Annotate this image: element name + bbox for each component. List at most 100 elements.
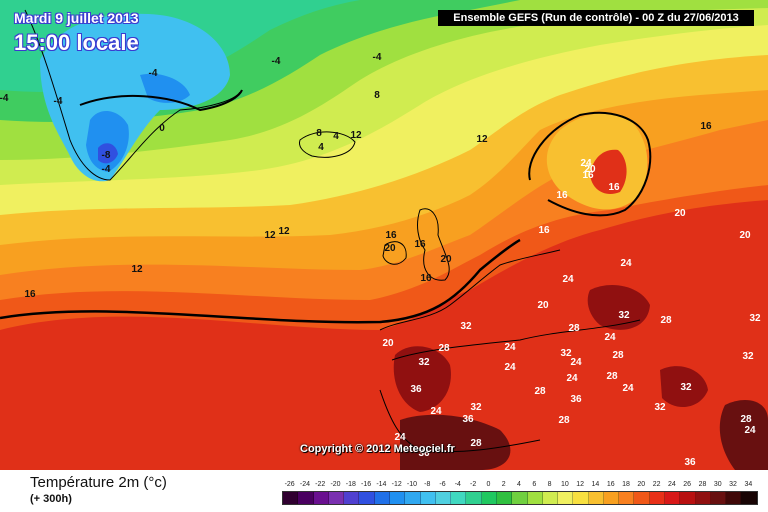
scale-swatch (481, 492, 497, 504)
temperature-value-label: 32 (560, 348, 572, 359)
temperature-value-label: 28 (740, 414, 752, 425)
scale-swatch (741, 492, 757, 504)
temperature-value-label: 20 (739, 230, 751, 241)
temperature-value-label: 20 (584, 164, 596, 175)
temperature-value-label: 24 (570, 357, 582, 368)
scale-value-label: 0 (486, 481, 491, 488)
scale-value-label: 6 (532, 481, 537, 488)
scale-value-label: 14 (591, 481, 600, 488)
temperature-value-label: -4 (54, 96, 63, 107)
temperature-value-label: -4 (149, 68, 158, 79)
scale-value-label: 20 (637, 481, 646, 488)
temperature-value-label: 20 (382, 338, 394, 349)
temperature-value-label: -4 (373, 52, 382, 63)
forecast-local-time: 15:00 locale (14, 30, 139, 55)
scale-swatch (710, 492, 727, 504)
scale-value-label: 28 (698, 481, 707, 488)
greenland-coldest (98, 143, 118, 164)
temperature-value-label: 20 (384, 243, 396, 254)
temperature-value-label: 4 (318, 142, 324, 153)
forecast-date: Mardi 9 juillet 2013 (14, 10, 139, 26)
temperature-value-label: -4 (102, 164, 111, 175)
scale-value-label: -20 (330, 481, 341, 488)
coastline-scandinavia (528, 111, 652, 217)
scale-value-label: 24 (667, 481, 676, 488)
temperature-value-label: 32 (618, 310, 630, 321)
temperature-value-label: 24 (430, 406, 442, 417)
copyright-notice: Copyright © 2012 Meteociel.fr (300, 443, 455, 455)
temperature-value-label: 28 (606, 371, 618, 382)
temperature-value-label: 36 (684, 457, 696, 468)
coastline-iceland (299, 131, 356, 158)
scale-swatch (665, 492, 681, 504)
scale-swatch (451, 492, 467, 504)
scale-swatch (619, 492, 635, 504)
temperature-value-label: 24 (744, 425, 756, 436)
temperature-value-label: 28 (660, 315, 672, 326)
legend-forecast-hour: (+ 300h) (30, 493, 72, 505)
temperature-value-label: 32 (460, 321, 472, 332)
temperature-value-label: 8 (374, 90, 380, 101)
temperature-value-label: 28 (612, 350, 624, 361)
scale-swatch (542, 492, 559, 504)
temperature-value-label: 36 (570, 394, 582, 405)
scale-swatch (359, 492, 375, 504)
hot-spot-far-east (719, 400, 768, 470)
scale-swatch (420, 492, 436, 504)
scale-swatch (588, 492, 604, 504)
scale-swatch (680, 492, 696, 504)
coastline-europe (379, 249, 641, 361)
scale-swatch (435, 492, 452, 504)
temperature-value-label: 32 (749, 313, 761, 324)
temperature-value-label: 32 (470, 402, 482, 413)
scale-value-label: 10 (560, 481, 569, 488)
temperature-value-label: 24 (504, 342, 516, 353)
scale-value-label: -24 (299, 481, 310, 488)
temperature-value-label: 0 (159, 123, 165, 134)
hot-spot-iberia (393, 346, 451, 412)
hot-spot-central (587, 285, 650, 330)
color-scale-bar (282, 491, 758, 505)
scale-value-label: 18 (622, 481, 630, 488)
temperature-value-label: 20 (674, 208, 686, 219)
scale-swatch (634, 492, 650, 504)
scale-swatch (695, 492, 711, 504)
temperature-value-label: 32 (654, 402, 666, 413)
temperature-value-label: 28 (438, 343, 450, 354)
scale-value-label: 32 (729, 481, 737, 488)
temperature-value-label: -4 (0, 93, 9, 104)
scale-swatch (344, 492, 360, 504)
scale-value-label: -26 (284, 481, 295, 488)
hot-spot-east (660, 366, 708, 408)
scale-swatch (405, 492, 421, 504)
scale-swatch (558, 492, 574, 504)
scale-value-label: 26 (683, 481, 692, 488)
coastline-uk (382, 208, 450, 281)
run-info-banner: Ensemble GEFS (Run de contrôle) - 00 Z d… (438, 10, 754, 26)
scale-value-label: -10 (406, 481, 418, 488)
temperature-value-label: 36 (410, 384, 422, 395)
scale-value-label: 12 (576, 481, 585, 488)
temperature-value-label: -8 (102, 150, 111, 161)
temperature-value-label: 32 (418, 357, 430, 368)
temperature-value-label: 28 (534, 386, 546, 397)
scale-swatch (313, 492, 329, 504)
scale-value-label: -6 (439, 481, 446, 488)
temperature-value-label: 16 (538, 225, 550, 236)
temperature-value-label: 24 (394, 432, 406, 443)
scale-value-label: 34 (744, 481, 753, 488)
temperature-value-label: 20 (537, 300, 549, 311)
temperature-value-label: 12 (476, 134, 488, 145)
isotherm-0 (79, 89, 243, 112)
temperature-value-label: 24 (620, 258, 632, 269)
isotherm-20 (0, 238, 521, 324)
temperature-value-label: 24 (604, 332, 616, 343)
scale-swatch (283, 492, 299, 504)
scale-swatch (726, 492, 742, 504)
scale-swatch (328, 492, 345, 504)
temperature-value-label: 24 (566, 373, 578, 384)
temperature-value-label: 16 (420, 273, 432, 284)
scale-value-label: -22 (315, 481, 326, 488)
